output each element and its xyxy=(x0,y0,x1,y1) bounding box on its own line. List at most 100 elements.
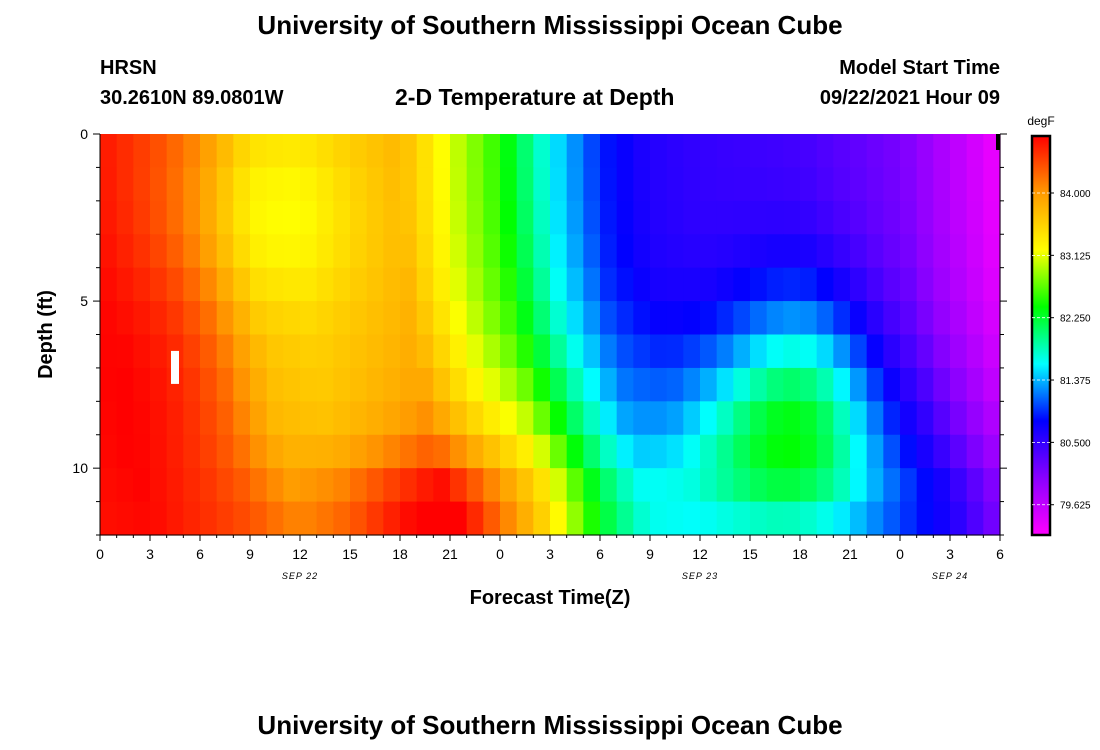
heatmap-cell xyxy=(900,167,918,202)
heatmap-cell xyxy=(666,134,684,169)
heatmap-cell xyxy=(233,167,251,202)
heatmap-cell xyxy=(200,267,218,302)
heatmap-cell xyxy=(350,334,368,369)
heatmap-cell xyxy=(300,334,318,369)
heatmap-cell xyxy=(750,200,768,235)
heatmap-cell xyxy=(166,501,184,536)
heatmap-cell xyxy=(350,134,368,169)
heatmap-cell xyxy=(666,434,684,469)
heatmap-cell xyxy=(333,134,351,169)
heatmap-cell xyxy=(366,401,384,436)
heatmap-cell xyxy=(116,200,134,235)
heatmap-cell xyxy=(866,468,884,503)
heatmap-cell xyxy=(433,434,451,469)
heatmap-cell xyxy=(416,367,434,402)
heatmap-cell xyxy=(716,301,734,336)
heatmap-cell xyxy=(433,334,451,369)
heatmap-cell xyxy=(100,200,118,235)
heatmap-cell xyxy=(316,134,334,169)
heatmap-cell xyxy=(633,301,651,336)
heatmap-cell xyxy=(883,334,901,369)
heatmap-cell xyxy=(216,334,234,369)
heatmap-cell xyxy=(450,134,468,169)
heatmap-cell xyxy=(883,134,901,169)
heatmap-cell xyxy=(750,501,768,536)
heatmap-cell xyxy=(433,367,451,402)
heatmap-cell xyxy=(566,234,584,269)
heatmap-cell xyxy=(616,501,634,536)
heatmap-cell xyxy=(633,367,651,402)
heatmap-cell xyxy=(716,468,734,503)
heatmap-cell xyxy=(750,301,768,336)
heatmap-cell xyxy=(266,301,284,336)
heatmap-cell xyxy=(300,367,318,402)
heatmap-cell xyxy=(383,301,401,336)
heatmap-cell xyxy=(416,234,434,269)
heatmap-cell xyxy=(333,434,351,469)
heatmap-cell xyxy=(733,267,751,302)
heatmap-cell xyxy=(866,167,884,202)
heatmap-cell xyxy=(716,134,734,169)
heatmap-cell xyxy=(366,367,384,402)
heatmap-cell xyxy=(200,167,218,202)
heatmap-cell xyxy=(700,501,718,536)
heatmap-cell xyxy=(600,234,618,269)
heatmap-cell xyxy=(616,468,634,503)
heatmap-cell xyxy=(516,267,534,302)
heatmap-cell xyxy=(716,234,734,269)
heatmap-cell xyxy=(483,167,501,202)
heatmap-cell xyxy=(250,434,268,469)
heatmap-cell xyxy=(533,267,551,302)
heatmap-cell xyxy=(816,501,834,536)
heatmap-cell xyxy=(650,167,668,202)
heatmap-cell xyxy=(250,468,268,503)
heatmap-cell xyxy=(733,401,751,436)
heatmap-cell xyxy=(350,234,368,269)
heatmap-cell xyxy=(950,234,968,269)
heatmap-cell xyxy=(716,267,734,302)
page-title: University of Southern Mississippi Ocean… xyxy=(257,10,843,40)
heatmap-cell xyxy=(683,401,701,436)
heatmap-cell xyxy=(916,434,934,469)
heatmap-cell xyxy=(983,301,1001,336)
heatmap-cell xyxy=(700,434,718,469)
heatmap-cell xyxy=(316,167,334,202)
heatmap-cell xyxy=(966,401,984,436)
x-tick-label: 15 xyxy=(342,546,358,562)
heatmap-cell xyxy=(350,501,368,536)
x-tick-label: 6 xyxy=(996,546,1004,562)
heatmap-cell xyxy=(583,167,601,202)
heatmap-cell xyxy=(283,367,301,402)
heatmap-cell xyxy=(450,200,468,235)
heatmap-cell xyxy=(416,401,434,436)
heatmap-cell xyxy=(216,134,234,169)
x-tick-label: 18 xyxy=(392,546,408,562)
heatmap-cell xyxy=(366,434,384,469)
heatmap-cell xyxy=(950,501,968,536)
heatmap-cell xyxy=(600,401,618,436)
heatmap-cell xyxy=(900,301,918,336)
heatmap-cell xyxy=(283,334,301,369)
heatmap-cell xyxy=(966,134,984,169)
heatmap-cell xyxy=(566,301,584,336)
heatmap-cell xyxy=(966,167,984,202)
heatmap-cell xyxy=(616,167,634,202)
heatmap-cell xyxy=(883,267,901,302)
heatmap-cell xyxy=(833,234,851,269)
heatmap-cell xyxy=(516,234,534,269)
heatmap-cell xyxy=(533,301,551,336)
heatmap-cell xyxy=(466,468,484,503)
heatmap-cell xyxy=(233,401,251,436)
heatmap-cell xyxy=(800,134,818,169)
heatmap-cell xyxy=(983,468,1001,503)
heatmap-cell xyxy=(383,367,401,402)
heatmap-cell xyxy=(150,367,168,402)
heatmap-cell xyxy=(833,301,851,336)
heatmap-cell xyxy=(550,301,568,336)
heatmap-cell xyxy=(950,401,968,436)
x-tick-label: 3 xyxy=(546,546,554,562)
heatmap-cell xyxy=(700,167,718,202)
heatmap-cell xyxy=(783,334,801,369)
heatmap-cell xyxy=(866,334,884,369)
heatmap-cell xyxy=(316,200,334,235)
